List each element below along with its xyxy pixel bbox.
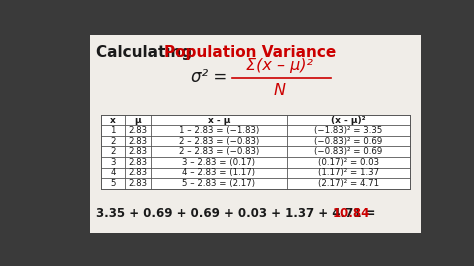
Text: 3.35 + 0.69 + 0.69 + 0.03 + 1.37 + 4.71 =: 3.35 + 0.69 + 0.69 + 0.03 + 1.37 + 4.71 … — [96, 207, 380, 220]
Text: 2: 2 — [110, 137, 116, 146]
Bar — [101, 115, 410, 189]
Text: (−0.83)² = 0.69: (−0.83)² = 0.69 — [314, 137, 383, 146]
Text: 5: 5 — [110, 179, 116, 188]
Text: Population Variance: Population Variance — [164, 45, 336, 60]
Text: (−1.83)² = 3.35: (−1.83)² = 3.35 — [314, 126, 383, 135]
Text: μ: μ — [135, 116, 141, 125]
Text: 3 – 2.83 = (0.17): 3 – 2.83 = (0.17) — [182, 158, 255, 167]
Text: (−0.83)² = 0.69: (−0.83)² = 0.69 — [314, 147, 383, 156]
Text: 2: 2 — [110, 147, 116, 156]
Text: 2.83: 2.83 — [128, 137, 147, 146]
Text: 2.83: 2.83 — [128, 168, 147, 177]
Text: Calculating: Calculating — [96, 45, 197, 60]
Text: (0.17)² = 0.03: (0.17)² = 0.03 — [318, 158, 379, 167]
Text: 3: 3 — [110, 158, 116, 167]
Text: Σ(x – μ)²: Σ(x – μ)² — [246, 58, 313, 73]
Text: (x - μ)²: (x - μ)² — [331, 116, 365, 125]
Text: N: N — [273, 83, 286, 98]
Text: (2.17)² = 4.71: (2.17)² = 4.71 — [318, 179, 379, 188]
Text: 2 – 2.83 = (−0.83): 2 – 2.83 = (−0.83) — [179, 147, 259, 156]
Text: 2.83: 2.83 — [128, 147, 147, 156]
Text: 1 – 2.83 = (−1.83): 1 – 2.83 = (−1.83) — [179, 126, 259, 135]
Text: 2.83: 2.83 — [128, 179, 147, 188]
Text: 2.83: 2.83 — [128, 126, 147, 135]
Text: x - μ: x - μ — [208, 116, 230, 125]
Text: 10.84: 10.84 — [333, 207, 370, 220]
Text: 2 – 2.83 = (−0.83): 2 – 2.83 = (−0.83) — [179, 137, 259, 146]
Text: σ² =: σ² = — [191, 68, 233, 86]
Text: x: x — [110, 116, 116, 125]
Text: 4 – 2.83 = (1.17): 4 – 2.83 = (1.17) — [182, 168, 255, 177]
Text: 5 – 2.83 = (2.17): 5 – 2.83 = (2.17) — [182, 179, 255, 188]
Text: (1.17)² = 1.37: (1.17)² = 1.37 — [318, 168, 379, 177]
Text: 1: 1 — [110, 126, 116, 135]
Text: 2.83: 2.83 — [128, 158, 147, 167]
Text: 4: 4 — [110, 168, 116, 177]
